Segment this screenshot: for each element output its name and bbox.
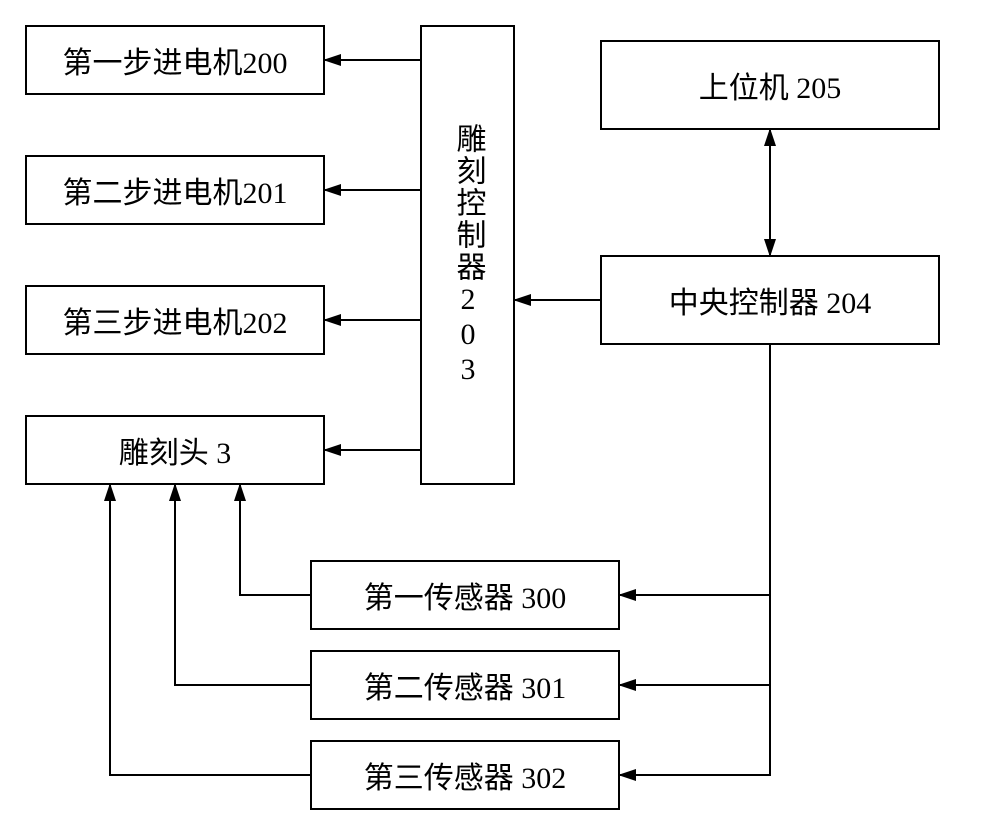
node-sensor2-label: 第二传感器 301 [364, 663, 567, 707]
node-sensor3: 第三传感器 302 [310, 740, 620, 810]
node-motor1: 第一步进电机200 [25, 25, 325, 95]
node-motor2: 第二步进电机201 [25, 155, 325, 225]
edge-central-to-sensor3 [620, 345, 770, 775]
node-central-controller-label: 中央控制器 204 [669, 278, 872, 322]
node-sensor3-label: 第三传感器 302 [364, 753, 567, 797]
node-central-controller: 中央控制器 204 [600, 255, 940, 345]
node-motor2-label: 第二步进电机201 [63, 168, 288, 212]
edge-sensor3-to-head [110, 485, 310, 775]
node-motor3: 第三步进电机202 [25, 285, 325, 355]
node-engrave-controller: 雕刻控制器203 [420, 25, 515, 485]
node-motor3-label: 第三步进电机202 [63, 298, 288, 342]
edge-sensor2-to-head [175, 485, 310, 685]
node-engrave-controller-label: 雕刻控制器203 [446, 123, 490, 388]
node-head-label: 雕刻头 3 [119, 428, 232, 472]
diagram-canvas: 第一步进电机200 第二步进电机201 第三步进电机202 雕刻头 3 雕刻控制… [0, 0, 1000, 836]
node-host: 上位机 205 [600, 40, 940, 130]
node-host-label: 上位机 205 [699, 63, 842, 107]
edge-sensor1-to-head [240, 485, 310, 595]
node-sensor1-label: 第一传感器 300 [364, 573, 567, 617]
node-sensor1: 第一传感器 300 [310, 560, 620, 630]
node-motor1-label: 第一步进电机200 [63, 38, 288, 82]
node-sensor2: 第二传感器 301 [310, 650, 620, 720]
node-head: 雕刻头 3 [25, 415, 325, 485]
